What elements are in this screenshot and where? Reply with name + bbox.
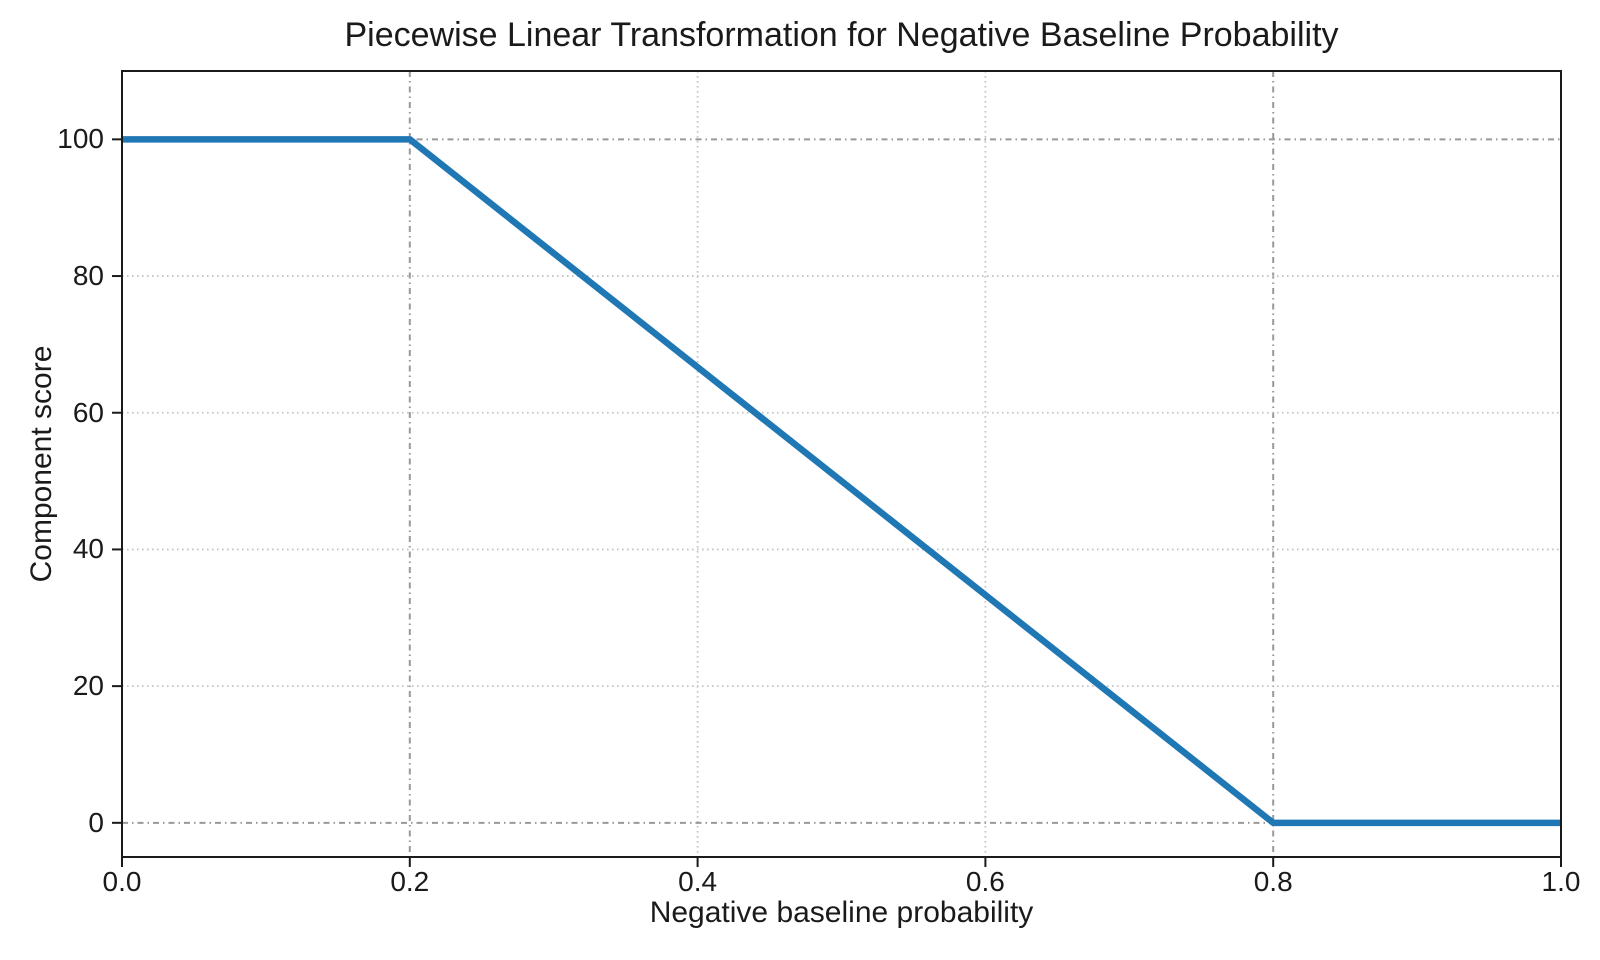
y-tick-label: 80 bbox=[72, 260, 104, 292]
y-tick-label: 40 bbox=[72, 533, 104, 565]
y-tick-label: 60 bbox=[72, 396, 104, 428]
axes-spines bbox=[121, 70, 1562, 858]
x-tick-label: 0.2 bbox=[390, 866, 430, 897]
x-tick-label: 0.6 bbox=[965, 866, 1005, 897]
x-tick-label: 0.8 bbox=[1253, 866, 1293, 897]
plot-area bbox=[112, 70, 1562, 867]
x-tick-label: 1.0 bbox=[1541, 866, 1581, 897]
x-tick-label: 0.0 bbox=[102, 866, 142, 897]
x-tick-label: 0.4 bbox=[678, 866, 718, 897]
y-tick-label: 20 bbox=[72, 670, 104, 702]
chart-title: Piecewise Linear Transformation for Nega… bbox=[344, 16, 1339, 54]
y-tick-label: 0 bbox=[88, 806, 104, 838]
x-axis-label: Negative baseline probability bbox=[649, 896, 1034, 929]
data-line-piecewise-linear-score bbox=[122, 136, 1561, 827]
y-tick-label: 100 bbox=[57, 123, 104, 155]
